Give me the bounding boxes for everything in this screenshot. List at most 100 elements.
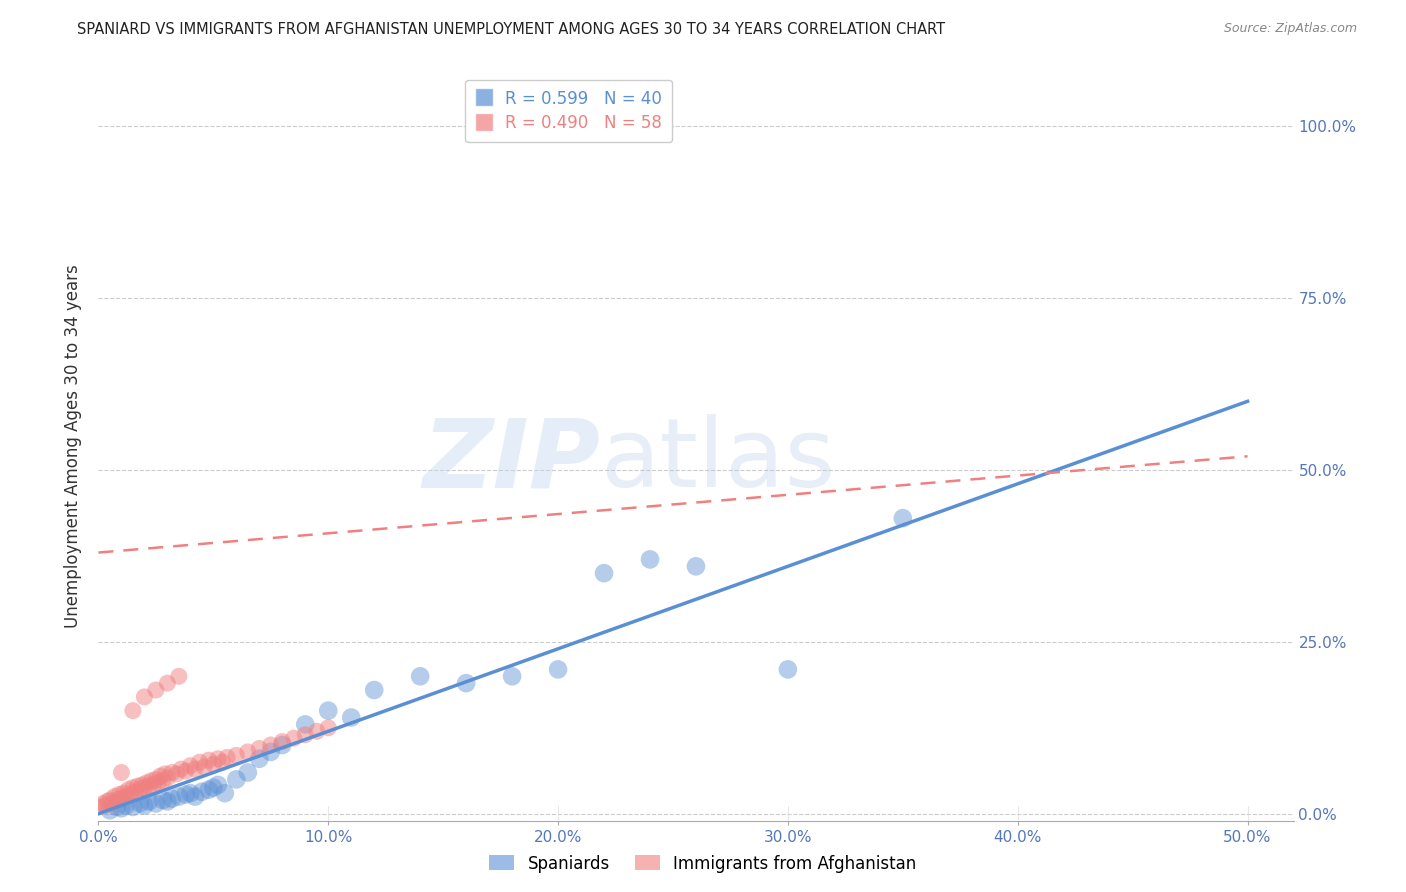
Point (148, 776, 170, 790)
Point (141, 773, 163, 788)
Point (294, 728, 316, 742)
Point (202, 780, 225, 795)
Point (167, 789, 190, 804)
Point (170, 762, 193, 776)
Point (122, 780, 145, 795)
Point (120, 788, 142, 802)
Point (160, 765, 183, 780)
Point (211, 755, 233, 769)
Point (105, 800, 128, 814)
Point (145, 797, 167, 811)
Point (363, 683, 385, 698)
Point (152, 773, 174, 788)
Point (193, 760, 215, 774)
Point (271, 738, 294, 752)
Point (214, 786, 236, 800)
Point (134, 780, 156, 795)
Text: Source: ZipAtlas.com: Source: ZipAtlas.com (1223, 22, 1357, 36)
Point (638, 552, 661, 566)
Point (117, 782, 139, 797)
Point (98, 793, 121, 807)
Point (174, 788, 197, 802)
Point (191, 785, 214, 799)
Point (101, 797, 124, 811)
Point (271, 734, 294, 748)
Point (179, 786, 201, 800)
Point (283, 731, 305, 746)
Point (149, 769, 172, 783)
Point (115, 789, 138, 804)
Point (87, 800, 110, 814)
Point (776, 662, 799, 676)
Point (156, 771, 179, 785)
Point (316, 704, 339, 718)
Point (134, 690, 156, 704)
Text: ZIP: ZIP (422, 415, 600, 508)
Point (153, 767, 176, 781)
Point (236, 745, 259, 759)
Point (97, 794, 120, 808)
Point (156, 676, 179, 690)
Point (316, 721, 339, 735)
Point (184, 762, 207, 776)
Point (128, 797, 150, 811)
Point (122, 800, 145, 814)
Point (108, 788, 131, 802)
Point (409, 669, 432, 683)
Point (501, 669, 523, 683)
Point (891, 511, 914, 525)
Point (247, 741, 270, 756)
Point (152, 793, 174, 807)
Point (145, 772, 167, 787)
Point (98, 803, 121, 817)
Point (105, 793, 128, 807)
Point (188, 755, 211, 769)
Point (197, 753, 219, 767)
Point (179, 758, 201, 772)
Point (112, 786, 135, 800)
Point (103, 789, 125, 804)
Point (138, 794, 160, 808)
Point (340, 710, 363, 724)
Point (115, 798, 138, 813)
Point (294, 717, 316, 731)
Point (110, 765, 132, 780)
Point (202, 757, 225, 772)
Point (91, 797, 114, 811)
Y-axis label: Unemployment Among Ages 30 to 34 years: Unemployment Among Ages 30 to 34 years (63, 264, 82, 628)
Point (260, 745, 283, 759)
Legend: Spaniards, Immigrants from Afghanistan: Spaniards, Immigrants from Afghanistan (482, 848, 924, 880)
Point (247, 752, 270, 766)
Point (110, 791, 132, 805)
Point (217, 750, 239, 764)
Point (174, 764, 197, 779)
Point (166, 767, 188, 781)
Point (547, 662, 569, 676)
Text: atlas: atlas (600, 415, 835, 508)
Point (127, 779, 149, 793)
Point (128, 782, 150, 797)
Point (94, 798, 117, 813)
Point (456, 676, 478, 690)
Point (184, 789, 207, 804)
Point (160, 791, 183, 805)
Point (207, 752, 229, 766)
Point (260, 738, 283, 752)
Point (685, 559, 707, 574)
Point (135, 776, 157, 790)
Legend: R = 0.599   N = 40, R = 0.490   N = 58: R = 0.599 N = 40, R = 0.490 N = 58 (465, 79, 672, 143)
Point (593, 566, 616, 581)
Point (122, 704, 145, 718)
Text: SPANIARD VS IMMIGRANTS FROM AFGHANISTAN UNEMPLOYMENT AMONG AGES 30 TO 34 YEARS C: SPANIARD VS IMMIGRANTS FROM AFGHANISTAN … (77, 22, 945, 37)
Point (110, 801, 132, 815)
Point (225, 772, 247, 787)
Point (131, 778, 153, 792)
Point (305, 724, 328, 739)
Point (134, 798, 156, 813)
Point (124, 785, 146, 799)
Point (236, 765, 259, 780)
Point (167, 669, 190, 683)
Point (197, 782, 219, 797)
Point (142, 778, 165, 792)
Point (156, 794, 179, 808)
